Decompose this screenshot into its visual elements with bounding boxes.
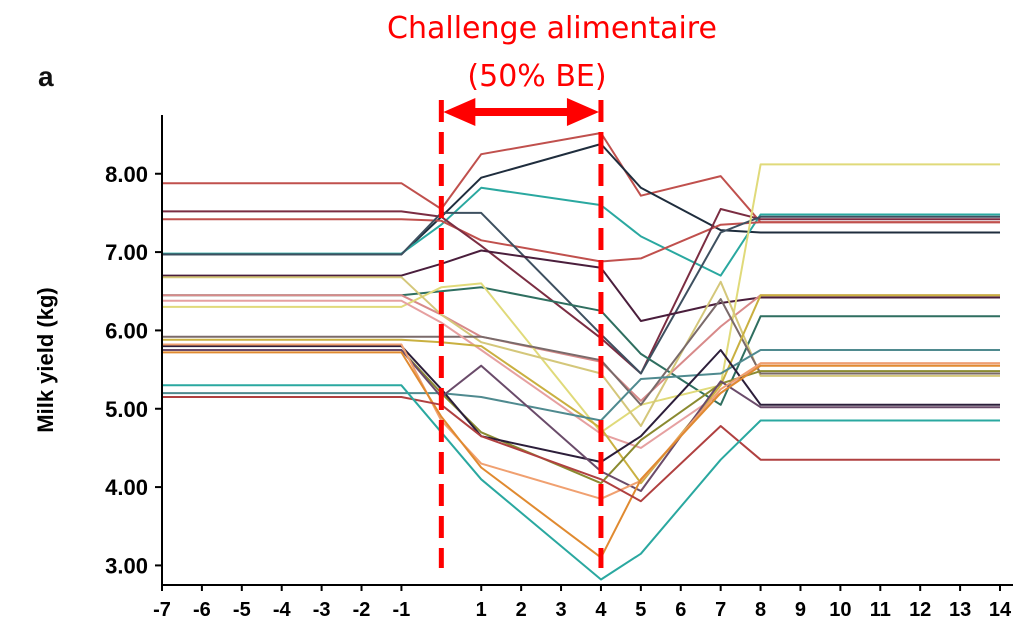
y-axis-title: Milk yield (kg) [33,287,58,432]
challenge-arrow-head-left [443,98,476,126]
panel-label: a [38,61,54,92]
x-axis-ticks: -7 -6 -5 -4 -3 -2 -1 1 2 3 4 5 6 7 8 9 10 11 12 13 14 [153,585,1012,621]
x-tick-label: -4 [273,599,292,621]
challenge-arrow-head-right [566,98,599,126]
series-line-2 [162,143,1000,256]
series-line-5 [162,208,1000,375]
x-tick-label: -6 [193,599,211,621]
y-tick-label: 3.00 [105,553,148,578]
x-tick-label: 10 [829,599,851,621]
y-axis-ticks: 3.00 4.00 5.00 6.00 7.00 8.00 [105,162,162,578]
x-tick-label: -2 [353,599,371,621]
x-tick-label: 8 [755,599,766,621]
x-tick-label: -1 [393,599,411,621]
y-tick-label: 4.00 [105,475,148,500]
y-tick-label: 7.00 [105,240,148,265]
x-tick-label: -5 [233,599,251,621]
x-tick-label: 4 [595,599,607,621]
x-tick-label: 9 [795,599,806,621]
challenge-annotation: Challenge alimentaire (50% BE) [387,11,717,94]
axes [161,115,1013,586]
series-line-21 [162,396,1000,503]
series-line-1 [162,132,1000,224]
x-tick-label: -7 [153,599,171,621]
annotation-title-line1: Challenge alimentaire [387,11,717,46]
series-lines [162,132,1000,581]
x-tick-label: 7 [715,599,726,621]
y-tick-label: 6.00 [105,318,148,343]
x-tick-label: 6 [675,599,686,621]
x-tick-label: 13 [949,599,971,621]
x-tick-label: 11 [870,599,891,621]
x-tick-label: 3 [555,599,566,621]
x-tick-label: 2 [516,599,527,621]
annotation-title-line2: (50% BE) [467,59,606,94]
series-line-22 [162,384,1000,581]
x-tick-label: 12 [909,599,931,621]
x-tick-label: 14 [989,599,1012,621]
series-line-7 [162,249,1000,322]
y-tick-label: 8.00 [105,162,148,187]
y-tick-label: 5.00 [105,397,148,422]
x-tick-label: -3 [313,599,331,621]
x-tick-label: 1 [476,599,487,621]
challenge-markers [438,98,604,568]
x-tick-label: 5 [635,599,646,621]
